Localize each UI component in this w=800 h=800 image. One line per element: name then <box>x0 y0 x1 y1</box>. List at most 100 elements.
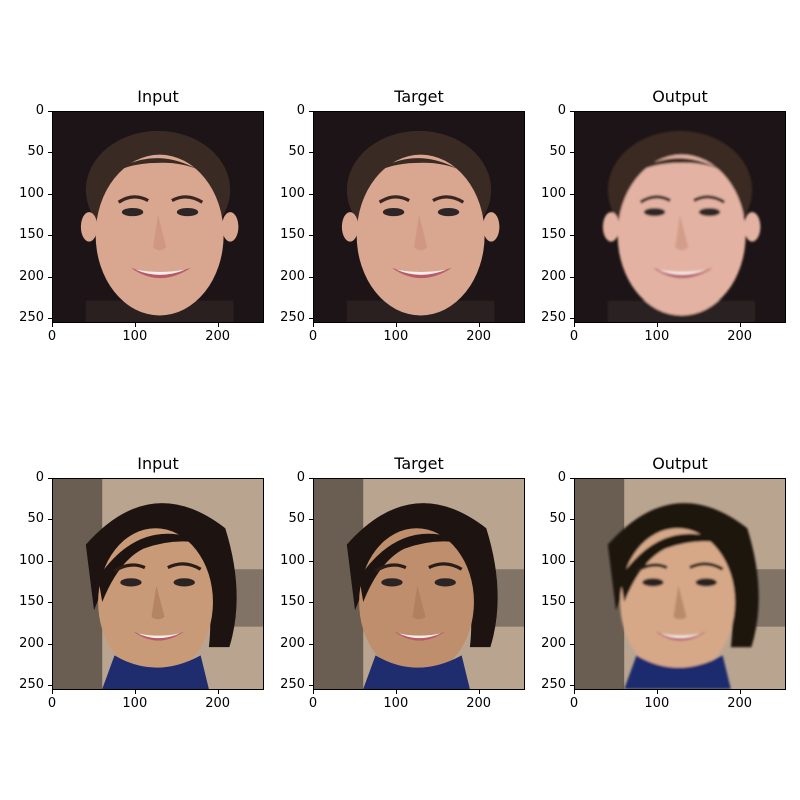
y-tick-label: 250 <box>280 677 305 693</box>
y-tick-label: 50 <box>288 511 305 527</box>
y-tick-mark <box>48 152 52 154</box>
y-tick-label: 100 <box>541 552 566 568</box>
x-tick-mark <box>313 323 314 327</box>
y-tick-mark <box>48 519 52 521</box>
x-tick-label: 100 <box>122 329 148 344</box>
y-tick-label: 0 <box>35 470 44 485</box>
y-tick-label: 100 <box>19 552 44 568</box>
y-tick-mark <box>309 111 313 112</box>
face-image-output <box>574 111 786 323</box>
y-tick-label: 200 <box>280 268 305 284</box>
x-tick-mark <box>217 323 219 327</box>
x-tick-mark <box>395 690 397 694</box>
x-tick-label: 0 <box>308 329 318 344</box>
y-tick-label: 200 <box>541 268 566 284</box>
y-tick-label: 250 <box>19 310 44 326</box>
y-tick-label: 100 <box>280 552 305 568</box>
y-tick-mark <box>309 478 313 479</box>
y-tick-mark <box>309 560 313 562</box>
x-tick-label: 200 <box>727 696 753 711</box>
x-tick-label: 200 <box>205 696 231 711</box>
y-tick-label: 0 <box>557 103 566 118</box>
y-tick-label: 150 <box>541 227 566 243</box>
x-tick-mark <box>739 690 741 694</box>
y-tick-mark <box>309 519 313 521</box>
y-tick-label: 250 <box>541 310 566 326</box>
y-tick-mark <box>309 602 313 604</box>
y-tick-mark <box>48 685 52 687</box>
y-tick-label: 100 <box>280 185 305 201</box>
y-tick-mark <box>570 318 574 320</box>
y-tick-label: 250 <box>280 310 305 326</box>
x-tick-mark <box>134 323 136 327</box>
y-tick-mark <box>48 318 52 320</box>
y-tick-label: 50 <box>288 144 305 160</box>
x-tick-label: 200 <box>727 329 753 344</box>
y-tick-label: 150 <box>541 594 566 610</box>
y-tick-mark <box>309 152 313 154</box>
y-tick-mark <box>570 111 574 112</box>
y-tick-mark <box>309 318 313 320</box>
x-tick-mark <box>478 323 480 327</box>
y-tick-mark <box>48 478 52 479</box>
y-tick-label: 0 <box>35 103 44 118</box>
y-tick-mark <box>570 643 574 645</box>
x-tick-mark <box>478 690 480 694</box>
y-tick-mark <box>48 560 52 562</box>
y-tick-mark <box>570 235 574 237</box>
face-image-input <box>52 111 264 323</box>
face-image-input <box>52 478 264 690</box>
y-tick-label: 200 <box>19 268 44 284</box>
y-tick-label: 150 <box>19 227 44 243</box>
y-tick-mark <box>570 560 574 562</box>
x-tick-label: 200 <box>466 696 492 711</box>
panel-title: Target <box>394 87 444 106</box>
y-tick-mark <box>570 276 574 278</box>
y-tick-mark <box>570 685 574 687</box>
x-tick-label: 0 <box>308 696 318 711</box>
y-tick-label: 150 <box>280 227 305 243</box>
y-tick-mark <box>48 276 52 278</box>
y-tick-label: 200 <box>541 635 566 651</box>
x-tick-label: 200 <box>205 329 231 344</box>
y-tick-mark <box>48 111 52 112</box>
y-tick-label: 200 <box>280 635 305 651</box>
x-tick-label: 100 <box>122 696 148 711</box>
x-tick-mark <box>52 690 53 694</box>
panel-title: Input <box>137 454 179 473</box>
y-tick-mark <box>48 643 52 645</box>
x-tick-label: 0 <box>569 696 579 711</box>
y-tick-label: 0 <box>296 470 305 485</box>
y-tick-mark <box>570 519 574 521</box>
panel-title: Output <box>652 87 708 106</box>
x-tick-mark <box>313 690 314 694</box>
y-tick-label: 100 <box>19 185 44 201</box>
face-image-output <box>574 478 786 690</box>
y-tick-mark <box>48 235 52 237</box>
x-tick-label: 100 <box>644 696 670 711</box>
panel-title: Input <box>137 87 179 106</box>
y-tick-mark <box>309 235 313 237</box>
y-tick-label: 200 <box>19 635 44 651</box>
y-tick-mark <box>570 478 574 479</box>
x-tick-label: 0 <box>47 329 57 344</box>
y-tick-mark <box>570 602 574 604</box>
x-tick-mark <box>656 690 658 694</box>
y-tick-mark <box>309 193 313 195</box>
x-tick-mark <box>656 323 658 327</box>
x-tick-label: 100 <box>383 329 409 344</box>
x-tick-mark <box>739 323 741 327</box>
y-tick-mark <box>570 193 574 195</box>
y-tick-label: 150 <box>19 594 44 610</box>
y-tick-label: 150 <box>280 594 305 610</box>
y-tick-label: 250 <box>541 677 566 693</box>
y-tick-label: 50 <box>27 144 44 160</box>
x-tick-label: 100 <box>383 696 409 711</box>
y-tick-mark <box>309 643 313 645</box>
x-tick-label: 0 <box>569 329 579 344</box>
x-tick-mark <box>134 690 136 694</box>
y-tick-mark <box>309 276 313 278</box>
x-tick-label: 200 <box>466 329 492 344</box>
face-image-target <box>313 111 525 323</box>
